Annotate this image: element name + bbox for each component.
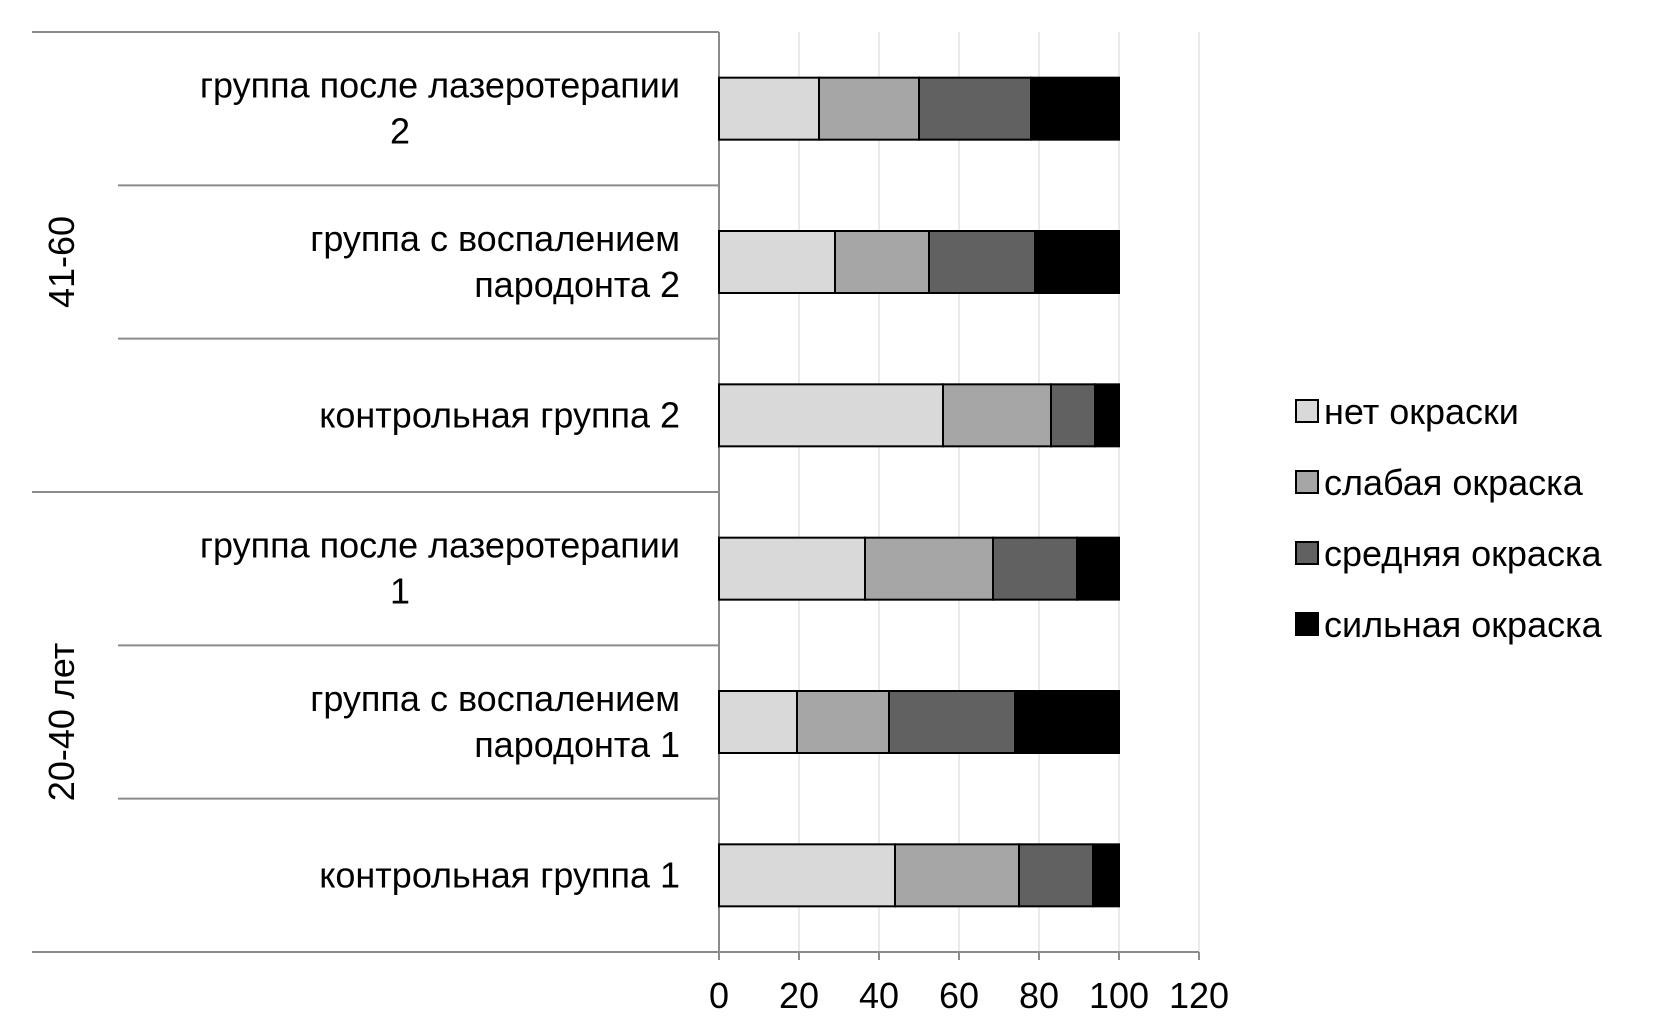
legend-swatch <box>1295 399 1319 423</box>
bar-segment <box>864 536 994 601</box>
bar-segment <box>1034 230 1120 294</box>
group-label: 41-60 <box>41 216 82 308</box>
category-label: контрольная группа 2 <box>319 394 680 435</box>
bar-segment <box>834 230 930 294</box>
legend: нет окраски слабая окраска средняя окраска… <box>1295 391 1603 645</box>
legend-item: нет окраски <box>1295 391 1519 432</box>
bar-segment <box>894 843 1020 908</box>
bar-segment <box>718 690 798 754</box>
legend-swatch <box>1295 470 1319 494</box>
x-tick-label: 40 <box>859 975 899 1016</box>
x-tick-label: 0 <box>709 975 729 1016</box>
bars <box>718 76 1120 908</box>
bar-segment <box>888 690 1016 754</box>
legend-item: слабая окраска <box>1295 462 1584 503</box>
bar-segment <box>1094 383 1120 448</box>
bar-segment <box>942 383 1052 448</box>
category-labels: 41-60 группа после лазеротерапии 2 группа с… <box>41 65 680 896</box>
category-label: пародонта 1 <box>474 724 680 765</box>
bar-segment <box>1018 843 1094 908</box>
bar-segment <box>1014 690 1120 754</box>
x-tick-label: 20 <box>779 975 819 1016</box>
category-label: группа после лазеротерапии <box>200 525 680 566</box>
bar-segment <box>918 76 1032 141</box>
category-axis <box>32 31 1199 953</box>
bar-segment <box>1076 536 1120 601</box>
x-tick-label: 60 <box>939 975 979 1016</box>
category-label: 1 <box>390 571 410 612</box>
category-label: группа с воспалением <box>310 218 680 259</box>
legend-label: сильная окраска <box>1324 604 1603 645</box>
x-tick-label: 80 <box>1019 975 1059 1016</box>
category-label: пародонта 2 <box>474 264 680 305</box>
bar-segment <box>992 536 1078 601</box>
category-label: 2 <box>390 111 410 152</box>
x-tick-label: 120 <box>1169 975 1229 1016</box>
legend-swatch <box>1295 612 1319 636</box>
x-axis-ticks: 0 20 40 60 80 100 120 <box>709 952 1229 1016</box>
legend-label: нет окраски <box>1324 391 1519 432</box>
bar-segment <box>718 230 836 294</box>
legend-label: средняя окраска <box>1324 533 1602 574</box>
legend-item: средняя окраска <box>1295 533 1602 574</box>
legend-item: сильная окраска <box>1295 604 1603 645</box>
bar-segment <box>718 76 820 141</box>
bar-segment <box>718 843 896 908</box>
legend-label: слабая окраска <box>1324 462 1584 503</box>
legend-swatch <box>1295 541 1319 565</box>
bar-segment <box>928 230 1036 294</box>
bar-segment <box>818 76 920 141</box>
bar-segment <box>718 536 866 601</box>
bar-segment <box>1030 76 1120 141</box>
gridlines <box>798 32 1200 952</box>
x-tick-label: 100 <box>1089 975 1149 1016</box>
category-label: группа после лазеротерапии <box>200 65 680 106</box>
bar-segment <box>796 690 890 754</box>
group-label: 20-40 лет <box>41 643 82 801</box>
category-label: контрольная группа 1 <box>319 854 680 895</box>
category-label: группа с воспалением <box>310 678 680 719</box>
bar-segment <box>1092 843 1120 908</box>
bar-segment <box>718 383 944 448</box>
bar-segment <box>1050 383 1096 448</box>
